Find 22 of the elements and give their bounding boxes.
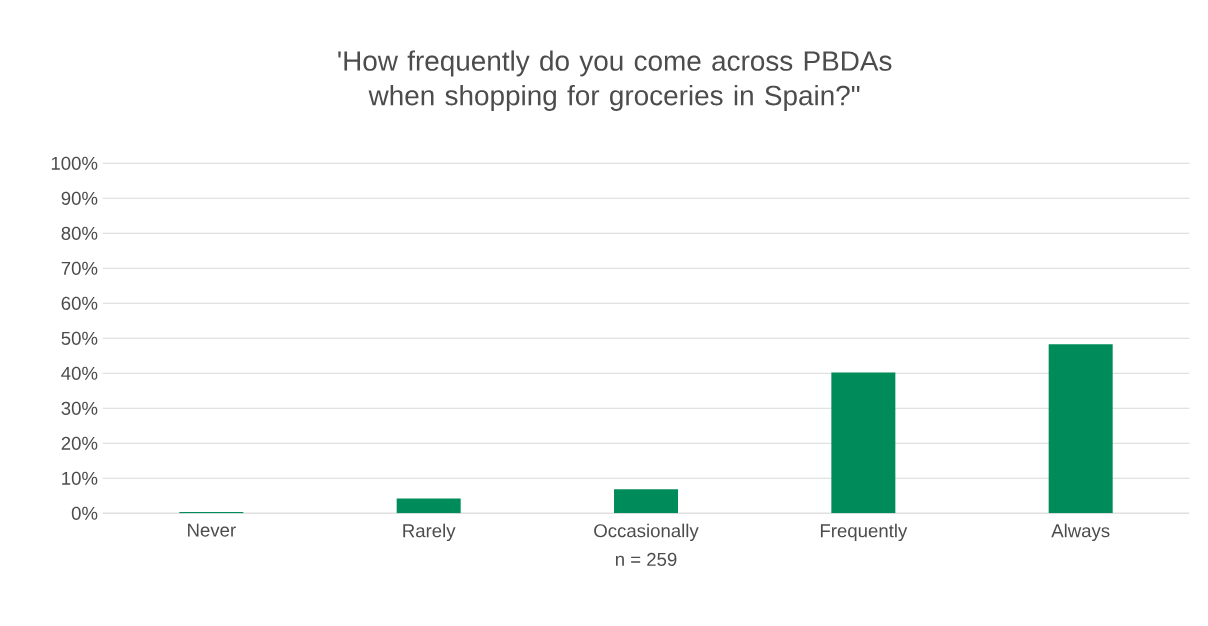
- chart-title: 'How frequently do you come across PBDAs when shopping for groceries in Spain?": [338, 50, 892, 111]
- y-tick-label: 70%: [61, 261, 98, 275]
- bar: [1048, 344, 1113, 514]
- x-tick-label: Frequently: [820, 523, 908, 542]
- x-tick-label: Rarely: [403, 523, 456, 542]
- y-tick-label: 0%: [71, 506, 98, 520]
- bar: [614, 489, 679, 514]
- y-tick-label: 10%: [62, 471, 98, 485]
- x-tick-label: Never: [188, 523, 236, 537]
- y-tick-label: 20%: [61, 436, 98, 450]
- y-tick-label: 90%: [61, 191, 98, 205]
- y-tick-label: 80%: [61, 226, 98, 240]
- y-tick-label: 60%: [61, 296, 98, 310]
- bar: [396, 498, 461, 514]
- y-tick-label: 40%: [61, 366, 98, 380]
- x-tick-label: Occasionally: [594, 523, 699, 542]
- y-tick-label: 100%: [51, 156, 98, 170]
- x-axis-title: n = 259: [615, 552, 677, 566]
- x-tick-label: Always: [1051, 523, 1110, 542]
- bar: [831, 372, 896, 514]
- y-tick-label: 30%: [61, 401, 98, 415]
- y-tick-label: 50%: [61, 331, 98, 345]
